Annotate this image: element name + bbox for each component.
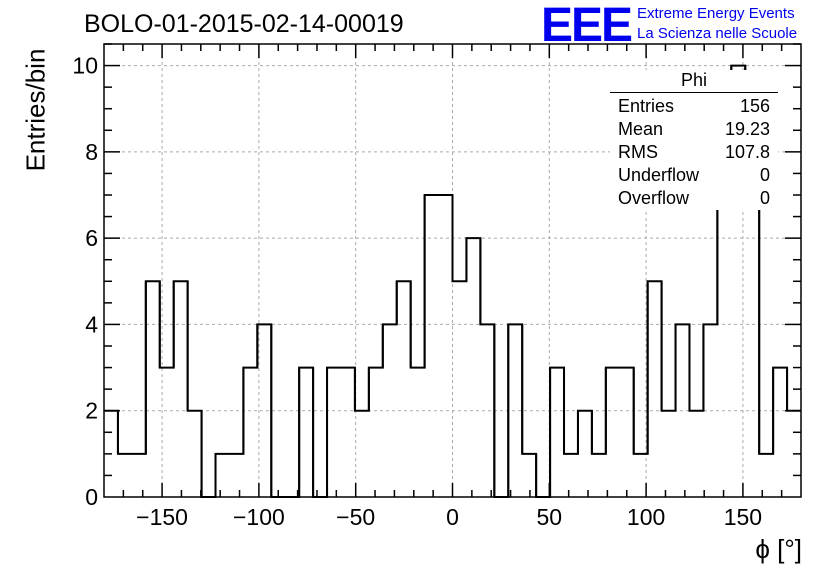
histogram-bin — [522, 454, 536, 497]
histogram-bin — [550, 368, 564, 497]
histogram-bin — [620, 368, 634, 497]
histogram-bin — [174, 281, 188, 497]
histogram-bin — [369, 368, 383, 497]
x-tick-label: 50 — [537, 504, 563, 530]
stats-box-title: Phi — [610, 70, 778, 93]
histogram-bin — [216, 454, 230, 497]
histogram-bin — [466, 238, 480, 497]
logo-line-1: Extreme Energy Events — [637, 5, 795, 22]
stats-value: 0 — [759, 165, 770, 185]
histogram-bin — [425, 195, 439, 497]
stats-row-rms: RMS 107.8 — [610, 141, 778, 164]
histogram-bin — [759, 454, 773, 497]
x-tick-label: 150 — [724, 504, 762, 530]
histogram-bin — [689, 411, 703, 497]
x-tick-label: −50 — [336, 504, 375, 530]
stats-value: 156 — [739, 96, 770, 116]
histogram-bin — [606, 368, 620, 497]
stats-row-overflow: Overflow 0 — [610, 187, 778, 210]
histogram-bin — [578, 411, 592, 497]
y-axis-label: Entries/bin — [20, 48, 51, 172]
y-tick-label: 0 — [85, 484, 98, 510]
stats-label: Overflow — [618, 188, 690, 208]
histogram-bin — [146, 281, 160, 497]
histogram-bin — [229, 454, 243, 497]
eee-logo: EEE — [541, 0, 633, 52]
histogram-bin — [341, 368, 355, 497]
chart-title: BOLO-01-2015-02-14-00019 — [84, 10, 404, 38]
stats-label: Underflow — [618, 165, 700, 185]
histogram-bin — [327, 368, 341, 497]
stats-value: 107.8 — [724, 142, 770, 162]
x-axis-label: ϕ [°] — [755, 534, 802, 564]
y-tick-label: 2 — [85, 398, 98, 424]
histogram-bin — [355, 411, 369, 497]
histogram-bin — [132, 454, 146, 497]
histogram-bin — [717, 195, 731, 497]
histogram-bin — [299, 368, 313, 497]
histogram-bin — [592, 454, 606, 497]
histogram-bin — [439, 195, 453, 497]
y-tick-label: 8 — [85, 139, 98, 165]
histogram-bin — [745, 195, 759, 497]
y-tick-label: 6 — [85, 225, 98, 251]
histogram-bin — [453, 281, 467, 497]
stats-row-mean: Mean 19.23 — [610, 118, 778, 141]
histogram-bin — [397, 281, 411, 497]
histogram-bin — [188, 411, 202, 497]
stats-box: Phi Entries 156 Mean 19.23 RMS 107.8 Underf… — [610, 70, 778, 210]
histogram-bin — [243, 368, 257, 497]
y-tick-label: 4 — [85, 311, 98, 337]
histogram-bin — [118, 454, 132, 497]
histogram-bin — [257, 324, 271, 497]
x-tick-label: 0 — [446, 504, 459, 530]
histogram-bin — [662, 411, 676, 497]
y-tick-label: 10 — [72, 53, 98, 79]
x-tick-label: −150 — [136, 504, 188, 530]
logo-text: Extreme Energy Events La Scienza nelle S… — [637, 4, 797, 44]
stats-row-underflow: Underflow 0 — [610, 164, 778, 187]
histogram-bin — [648, 281, 662, 497]
stats-label: Mean — [618, 119, 664, 139]
logo-line-2: La Scienza nelle Scuole — [637, 25, 798, 42]
stats-row-entries: Entries 156 — [610, 95, 778, 118]
stats-value: 0 — [759, 188, 770, 208]
x-tick-label: −100 — [233, 504, 285, 530]
stats-value: 19.23 — [724, 119, 770, 139]
histogram-bin — [411, 368, 425, 497]
x-tick-label: 100 — [627, 504, 665, 530]
histogram-bin — [773, 368, 787, 497]
stats-label: Entries — [618, 96, 675, 116]
histogram-bin — [564, 454, 578, 497]
stats-label: RMS — [618, 142, 658, 162]
